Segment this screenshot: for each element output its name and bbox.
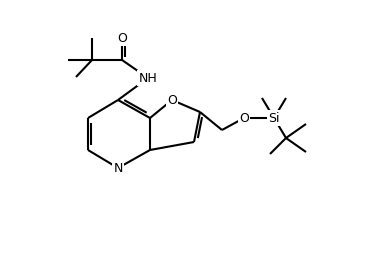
- Text: O: O: [117, 31, 127, 45]
- Text: O: O: [239, 112, 249, 124]
- Text: O: O: [167, 93, 177, 106]
- Text: NH: NH: [139, 71, 157, 84]
- Text: Si: Si: [268, 112, 280, 124]
- Text: N: N: [113, 162, 123, 175]
